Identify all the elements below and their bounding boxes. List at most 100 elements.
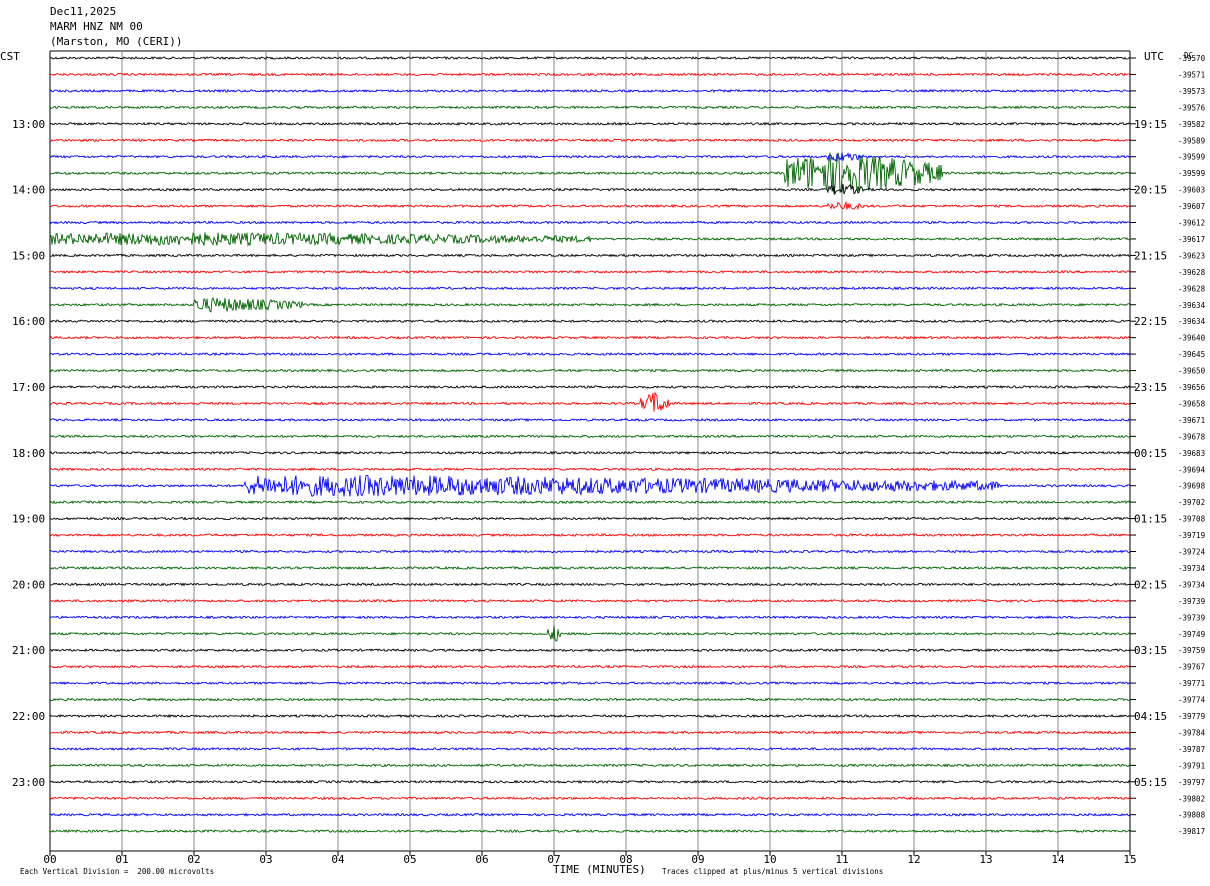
dc-offset-label: -39634 [1178, 317, 1206, 326]
dc-offset-label: -39573 [1178, 87, 1205, 96]
trace-line [49, 152, 1131, 163]
trace-line [49, 55, 1131, 60]
x-tick-label: 01 [115, 853, 128, 866]
trace-line [49, 829, 1131, 834]
right-hour-label: 23:15 [1134, 381, 1167, 394]
trace-line [49, 220, 1131, 225]
x-tick-label: 08 [619, 853, 632, 866]
dc-offset-label: -39617 [1178, 235, 1205, 244]
trace-line [49, 88, 1131, 93]
trace-line [49, 417, 1131, 423]
x-tick-label: 11 [835, 853, 848, 866]
dc-offset-label: -39683 [1178, 449, 1205, 458]
station-location: (Marston, MO (CERI)) [50, 35, 183, 48]
trace-line [49, 269, 1131, 274]
right-hour-label: 03:15 [1134, 644, 1167, 657]
dc-label: DC [1184, 51, 1194, 60]
trace-line [49, 72, 1131, 77]
dc-offset-label: -39771 [1178, 679, 1205, 688]
dc-offset-label: -39708 [1178, 515, 1206, 524]
trace-line [49, 434, 1131, 439]
right-hour-label: 21:15 [1134, 249, 1167, 262]
dc-offset-label: -39734 [1178, 580, 1206, 589]
trace-line [49, 152, 1131, 195]
x-tick-label: 03 [259, 853, 272, 866]
trace-line [49, 467, 1131, 472]
x-tick-label: 04 [331, 853, 345, 866]
left-hour-label: 13:00 [12, 118, 45, 131]
dc-offset-label: -39623 [1178, 251, 1205, 260]
trace-line [49, 335, 1131, 340]
left-hour-label: 17:00 [12, 381, 45, 394]
right-hour-label: 05:15 [1134, 776, 1167, 789]
dc-offset-label: -39817 [1178, 827, 1205, 836]
station-code: MARM HNZ NM 00 [50, 20, 143, 33]
trace-line [49, 121, 1131, 126]
trace-line [49, 533, 1131, 538]
dc-offset-label: -39628 [1178, 284, 1206, 293]
dc-offset-label: -39634 [1178, 301, 1206, 310]
x-tick-label: 05 [403, 853, 416, 866]
dc-offset-label: -39656 [1178, 383, 1206, 392]
trace-line [49, 296, 1131, 313]
right-hour-label: 19:15 [1134, 118, 1167, 131]
trace-line [49, 253, 1131, 258]
dc-offset-label: -39640 [1178, 334, 1206, 343]
trace-line [49, 231, 1131, 247]
dc-offset-label: -39671 [1178, 416, 1205, 425]
dc-offset-label: -39787 [1178, 745, 1205, 754]
right-hour-label: 22:15 [1134, 315, 1167, 328]
x-tick-label: 09 [691, 853, 704, 866]
trace-line [49, 681, 1131, 686]
dc-offset-label: -39774 [1178, 696, 1206, 705]
trace-line [49, 763, 1131, 768]
dc-offset-label: -39734 [1178, 564, 1206, 573]
trace-line [49, 516, 1131, 521]
trace-line [49, 664, 1131, 669]
dc-offset-label: -39582 [1178, 120, 1205, 129]
dc-offset-label: -39808 [1178, 811, 1206, 820]
trace-line [49, 384, 1131, 390]
dc-offset-label: -39724 [1178, 548, 1206, 557]
axis-labels: -39570 -39571 -39573 -39576 -39582 -39589 -395… [12, 54, 1206, 866]
trace-line [49, 474, 1131, 497]
x-tick-label: 00 [43, 853, 56, 866]
trace-line [49, 779, 1131, 784]
dc-offset-label: -39779 [1178, 712, 1205, 721]
dc-offset-label: -39784 [1178, 728, 1206, 737]
dc-offset-label: -39570 [1178, 54, 1206, 63]
dc-offset-label: -39791 [1178, 761, 1205, 770]
x-tick-label: 14 [1051, 853, 1065, 866]
right-hour-label: 00:15 [1134, 447, 1167, 460]
dc-offset-label: -39650 [1178, 367, 1206, 376]
dc-offset-label: -39767 [1178, 663, 1205, 672]
trace-line [49, 500, 1131, 505]
trace-line [49, 598, 1131, 603]
left-hour-label: 22:00 [12, 710, 45, 723]
dc-offset-label: -39658 [1178, 399, 1206, 408]
dc-offset-label: -39599 [1178, 169, 1205, 178]
dc-offset-label: -39797 [1178, 778, 1205, 787]
left-hour-label: 18:00 [12, 447, 45, 460]
dc-offset-label: -39739 [1178, 613, 1205, 622]
dc-offset-label: -39589 [1178, 136, 1205, 145]
trace-line [49, 105, 1131, 110]
dc-offset-label: -39749 [1178, 630, 1205, 639]
trace-layer [49, 55, 1131, 834]
x-axis-title: TIME (MINUTES) [553, 863, 646, 876]
left-hour-label: 16:00 [12, 315, 45, 328]
trace-line [49, 648, 1131, 653]
dc-offset-label: -39607 [1178, 202, 1205, 211]
x-tick-label: 12 [907, 853, 920, 866]
right-hour-label: 20:15 [1134, 184, 1167, 197]
x-tick-label: 10 [763, 853, 776, 866]
dc-offset-label: -39645 [1178, 350, 1205, 359]
left-hour-label: 19:00 [12, 513, 45, 526]
dc-offset-label: -39702 [1178, 498, 1205, 507]
trace-line [49, 812, 1131, 817]
trace-line [49, 582, 1131, 587]
left-hour-label: 23:00 [12, 776, 45, 789]
trace-line [49, 746, 1131, 751]
x-tick-label: 13 [979, 853, 992, 866]
minute-gridlines [49, 50, 1131, 856]
